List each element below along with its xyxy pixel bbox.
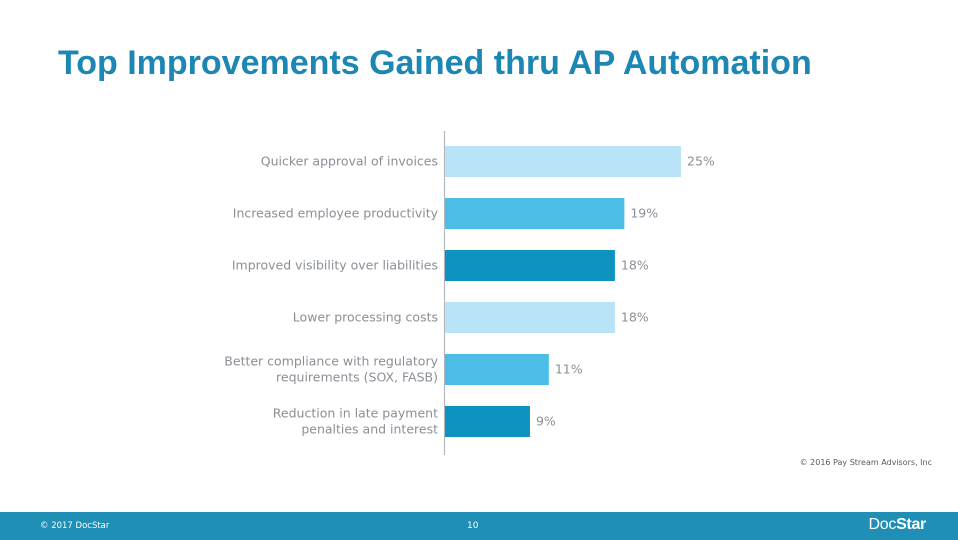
source-note: © 2016 Pay Stream Advisors, Inc xyxy=(799,458,932,467)
bar-4 xyxy=(445,302,615,333)
category-label-3: Improved visibility over liabilities xyxy=(232,258,438,273)
page-number: 10 xyxy=(467,521,479,531)
footer-copyright: © 2017 DocStar xyxy=(40,521,110,531)
category-label-5-line-2: requirements (SOX, FASB) xyxy=(276,370,438,385)
bar-6 xyxy=(445,406,530,437)
category-label-6-line-1: Reduction in late payment xyxy=(273,406,438,421)
docstar-logo: DocStar xyxy=(869,516,927,534)
value-label-5: 11% xyxy=(555,362,583,377)
bar-1 xyxy=(445,146,681,177)
category-label-6-line-2: penalties and interest xyxy=(301,422,438,437)
value-label-4: 18% xyxy=(621,310,649,325)
category-label-2: Increased employee productivity xyxy=(233,206,439,221)
value-label-6: 9% xyxy=(536,414,556,429)
value-label-2: 19% xyxy=(630,206,658,221)
logo-text-doc: Doc xyxy=(868,516,897,533)
logo-text-star: Star xyxy=(896,516,926,533)
bar-2 xyxy=(445,198,625,229)
value-label-1: 25% xyxy=(687,154,715,169)
category-label-5-line-1: Better compliance with regulatory xyxy=(224,354,438,369)
bars-group: 25% Quicker approval of invoices 19% Increa… xyxy=(224,146,715,437)
category-label-1: Quicker approval of invoices xyxy=(261,154,438,169)
footer-bar: © 2017 DocStar 10 DocStar xyxy=(0,512,958,540)
slide-title: Top Improvements Gained thru AP Automati… xyxy=(58,44,812,82)
bar-5 xyxy=(445,354,549,385)
bar-3 xyxy=(445,250,615,281)
category-label-4: Lower processing costs xyxy=(293,310,438,325)
bar-chart: 25% Quicker approval of invoices 19% Increa… xyxy=(224,131,715,455)
value-label-3: 18% xyxy=(621,258,649,273)
